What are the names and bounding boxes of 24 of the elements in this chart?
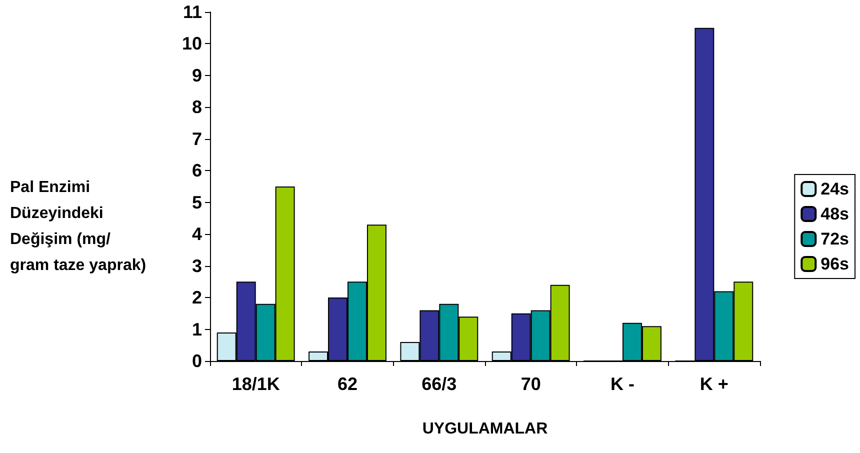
y-tick-label: 6 bbox=[192, 160, 202, 181]
legend-label: 48s bbox=[820, 204, 850, 224]
y-tick-label: 8 bbox=[192, 97, 202, 118]
y-tick-label: 11 bbox=[182, 2, 202, 22]
legend-label: 72s bbox=[820, 230, 850, 248]
x-tick-label: K - bbox=[610, 374, 634, 394]
y-tick-label: 10 bbox=[182, 34, 202, 54]
legend-label: 24s bbox=[820, 180, 850, 198]
y-axis-title: Pal Enzimi Düzeyindeki Değişim (mg/gram taze yaprak) bbox=[10, 179, 146, 274]
x-tick-label: 70 bbox=[520, 374, 541, 394]
x-tick-label: K + bbox=[700, 374, 728, 394]
y-tick-label: 3 bbox=[192, 256, 202, 276]
x-tick-label: 66/3 bbox=[422, 374, 457, 394]
y-tick-label: 4 bbox=[192, 224, 202, 244]
y-tick-label: 7 bbox=[192, 128, 202, 149]
y-tick-label: 0 bbox=[192, 351, 202, 371]
legend-label: 96s bbox=[820, 254, 850, 274]
y-tick-label: 5 bbox=[192, 192, 202, 212]
y-tick-label: 9 bbox=[192, 65, 202, 86]
x-tick-label: 62 bbox=[337, 374, 358, 394]
y-tick-label: 2 bbox=[192, 288, 202, 308]
x-tick-label: 18/1K bbox=[232, 374, 280, 394]
y-tick-label: 1 bbox=[192, 319, 202, 340]
x-axis-title: UYGULAMALAR bbox=[422, 420, 548, 438]
